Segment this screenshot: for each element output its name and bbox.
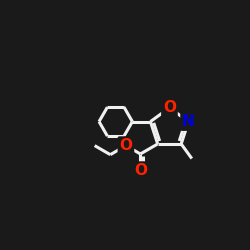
Text: O: O [163,100,176,115]
Text: O: O [134,163,147,178]
Text: O: O [120,138,132,153]
Text: N: N [182,114,195,129]
